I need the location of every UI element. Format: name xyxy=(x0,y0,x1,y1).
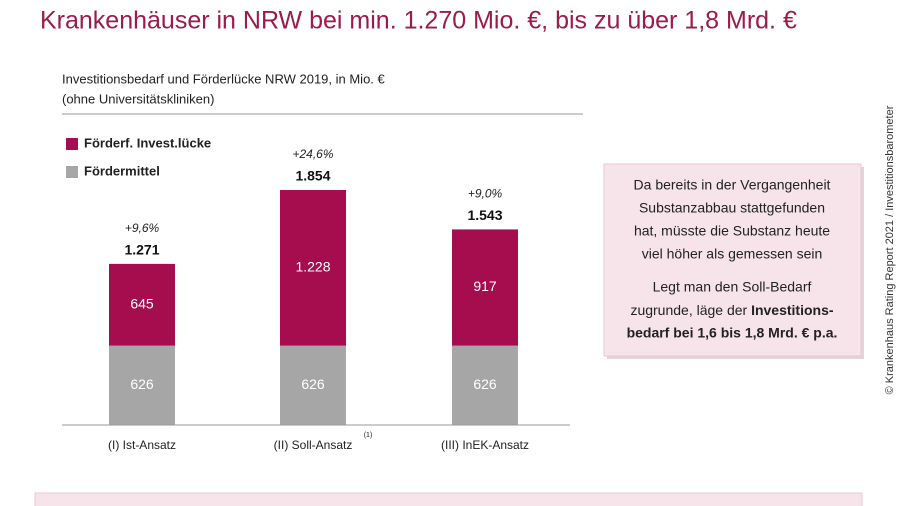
info-text: Da bereits in der Vergangenheit Substanz… xyxy=(627,177,838,341)
bar-segment xyxy=(280,345,346,425)
x-tick-label: (II) Soll-Ansatz xyxy=(274,438,353,452)
bar-segment xyxy=(452,229,518,346)
slide-title: Krankenhäuser in NRW bei min. 1.270 Mio.… xyxy=(40,7,797,35)
info-span: zugrunde, läge der xyxy=(630,302,751,318)
bar-segment xyxy=(280,190,346,346)
growth-label: +24,6% xyxy=(292,147,333,161)
value-label: 626 xyxy=(130,376,154,392)
info-line: Substanzabbau stattgefunden xyxy=(639,200,825,216)
total-label: 1.271 xyxy=(124,242,159,258)
x-tick-label: (III) InEK-Ansatz xyxy=(441,438,529,452)
info-line: viel höher als gemessen sein xyxy=(642,246,823,262)
bar-segment xyxy=(109,263,175,346)
info-line: bedarf bei 1,6 bis 1,8 Mrd. € p.a. xyxy=(627,325,838,341)
total-label: 1.543 xyxy=(467,207,502,223)
bar-segment xyxy=(109,345,175,425)
info-line: hat, müsste die Substanz heute xyxy=(634,223,830,239)
x-tick-label: (I) Ist-Ansatz xyxy=(108,438,176,452)
growth-label: +9,0% xyxy=(468,187,503,201)
legend-swatch xyxy=(66,166,78,178)
value-label: 645 xyxy=(130,295,154,311)
info-span: Investitions- xyxy=(751,302,834,318)
info-box xyxy=(603,163,862,357)
chart-subtitle: (ohne Universitätskliniken) xyxy=(62,91,214,106)
info-line: Da bereits in der Vergangenheit xyxy=(634,177,831,193)
bar-segment xyxy=(452,345,518,425)
side-note: © Krankenhaus Rating Report 2021 / Inves… xyxy=(884,105,896,394)
footnote-mark: (1) xyxy=(364,432,373,439)
legend-swatch xyxy=(66,138,78,150)
value-label: 1.228 xyxy=(295,259,330,275)
chart-title: Investitionsbedarf und Förderlücke NRW 2… xyxy=(62,71,386,86)
value-label: 917 xyxy=(473,278,497,294)
value-label: 626 xyxy=(301,376,325,392)
growth-label: +9,6% xyxy=(125,221,160,235)
value-label: 626 xyxy=(473,376,497,392)
info-line: Legt man den Soll-Bedarf xyxy=(653,279,812,295)
total-label: 1.854 xyxy=(295,168,330,184)
bottom-box xyxy=(34,492,863,506)
legend-label: Fördermittel xyxy=(84,163,160,178)
info-line: zugrunde, läge der Investitions- xyxy=(630,302,833,318)
legend-label: Förderf. Invest.lücke xyxy=(84,135,211,150)
